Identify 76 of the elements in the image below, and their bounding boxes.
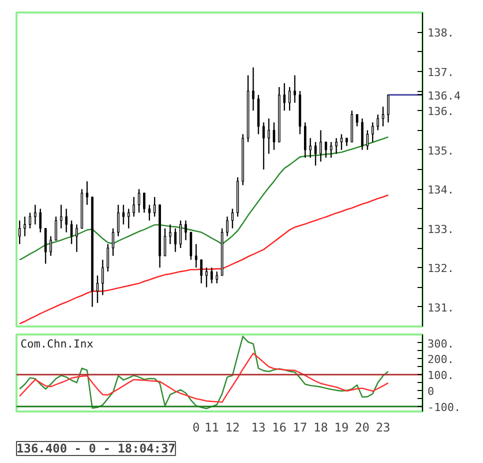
- candlestick: [387, 94, 390, 123]
- ref-line-label: 136.4: [428, 89, 461, 102]
- candlestick: [132, 196, 136, 218]
- candlestick: [371, 122, 374, 143]
- candlestick: [153, 196, 156, 218]
- chart-title: Com.Chn.Inx: [20, 338, 94, 350]
- candlestick: [143, 192, 146, 214]
- x-tick-label: 0: [192, 420, 200, 434]
- candlestick: [44, 228, 47, 264]
- y-tick-label: 133.: [428, 222, 454, 236]
- x-tick-label: 19: [334, 420, 349, 434]
- candlestick: [324, 141, 328, 158]
- candlestick: [382, 106, 384, 127]
- y-tick-label: 135.: [428, 144, 454, 158]
- candlestick: [28, 212, 32, 229]
- candlestick: [361, 118, 364, 150]
- candlestick: [320, 130, 322, 162]
- x-tick-label: 11: [204, 420, 219, 434]
- candlestick: [65, 208, 68, 233]
- candlestick: [117, 204, 120, 237]
- y-tick-label: 300.: [428, 337, 454, 350]
- candlestick: [24, 216, 26, 237]
- candlestick: [50, 236, 52, 256]
- candlestick: [210, 267, 213, 284]
- line-series: [18, 352, 389, 403]
- line-series: [18, 194, 389, 324]
- candlestick: [288, 86, 291, 112]
- y-tick-label: 134.: [428, 184, 454, 197]
- candlestick: [34, 204, 36, 226]
- x-tick-label: 16: [272, 420, 286, 434]
- candlestick: [39, 208, 42, 233]
- candlestick: [226, 216, 228, 237]
- y-tick-label: 131.: [428, 301, 454, 314]
- candlestick: [262, 122, 265, 170]
- candlestick: [106, 243, 110, 272]
- candlestick: [60, 204, 62, 229]
- candlestick: [86, 180, 88, 206]
- candlestick: [309, 138, 312, 158]
- candlestick: [76, 224, 78, 253]
- candlestick: [102, 259, 104, 296]
- x-tick-label: 20: [355, 420, 370, 434]
- x-tick-label: 17: [292, 420, 308, 434]
- candlestick: [174, 228, 177, 253]
- y-tick-label: 0: [428, 385, 434, 398]
- candlestick: [18, 220, 21, 245]
- candlestick: [205, 267, 208, 288]
- x-tick-label: 23: [376, 420, 390, 434]
- y-tick-label: 132.: [428, 262, 454, 276]
- x-tick-label: 18: [314, 420, 328, 434]
- candlestick: [252, 66, 254, 112]
- candlestick: [148, 204, 151, 222]
- y-tick-label: 137.: [428, 66, 454, 79]
- y-tick-label: 200.: [428, 353, 454, 366]
- candlestick: [356, 114, 358, 127]
- candlestick: [184, 220, 187, 241]
- candlestick: [335, 138, 338, 154]
- candlestick: [127, 208, 130, 229]
- candlestick: [200, 259, 203, 284]
- text: 136.400 - 0 - 18:04:37: [16, 442, 176, 456]
- y-tick-label: 100.: [428, 369, 454, 382]
- candlestick: [283, 82, 286, 112]
- y-tick-label: 138.: [428, 26, 454, 40]
- candlestick: [216, 270, 218, 284]
- candlestick: [294, 74, 296, 104]
- x-tick-label: 13: [251, 420, 266, 434]
- candlestick: [194, 243, 198, 268]
- y-tick-label: 136.: [428, 105, 454, 118]
- y-tick-label: -100.: [428, 401, 461, 414]
- candlestick: [340, 134, 343, 150]
- candlestick: [304, 122, 306, 158]
- line-series: [18, 336, 389, 410]
- candlestick: [376, 114, 380, 131]
- candlestick: [330, 141, 332, 158]
- candlestick: [268, 118, 270, 154]
- candlestick: [169, 224, 172, 245]
- x-tick-label: 12: [225, 420, 240, 434]
